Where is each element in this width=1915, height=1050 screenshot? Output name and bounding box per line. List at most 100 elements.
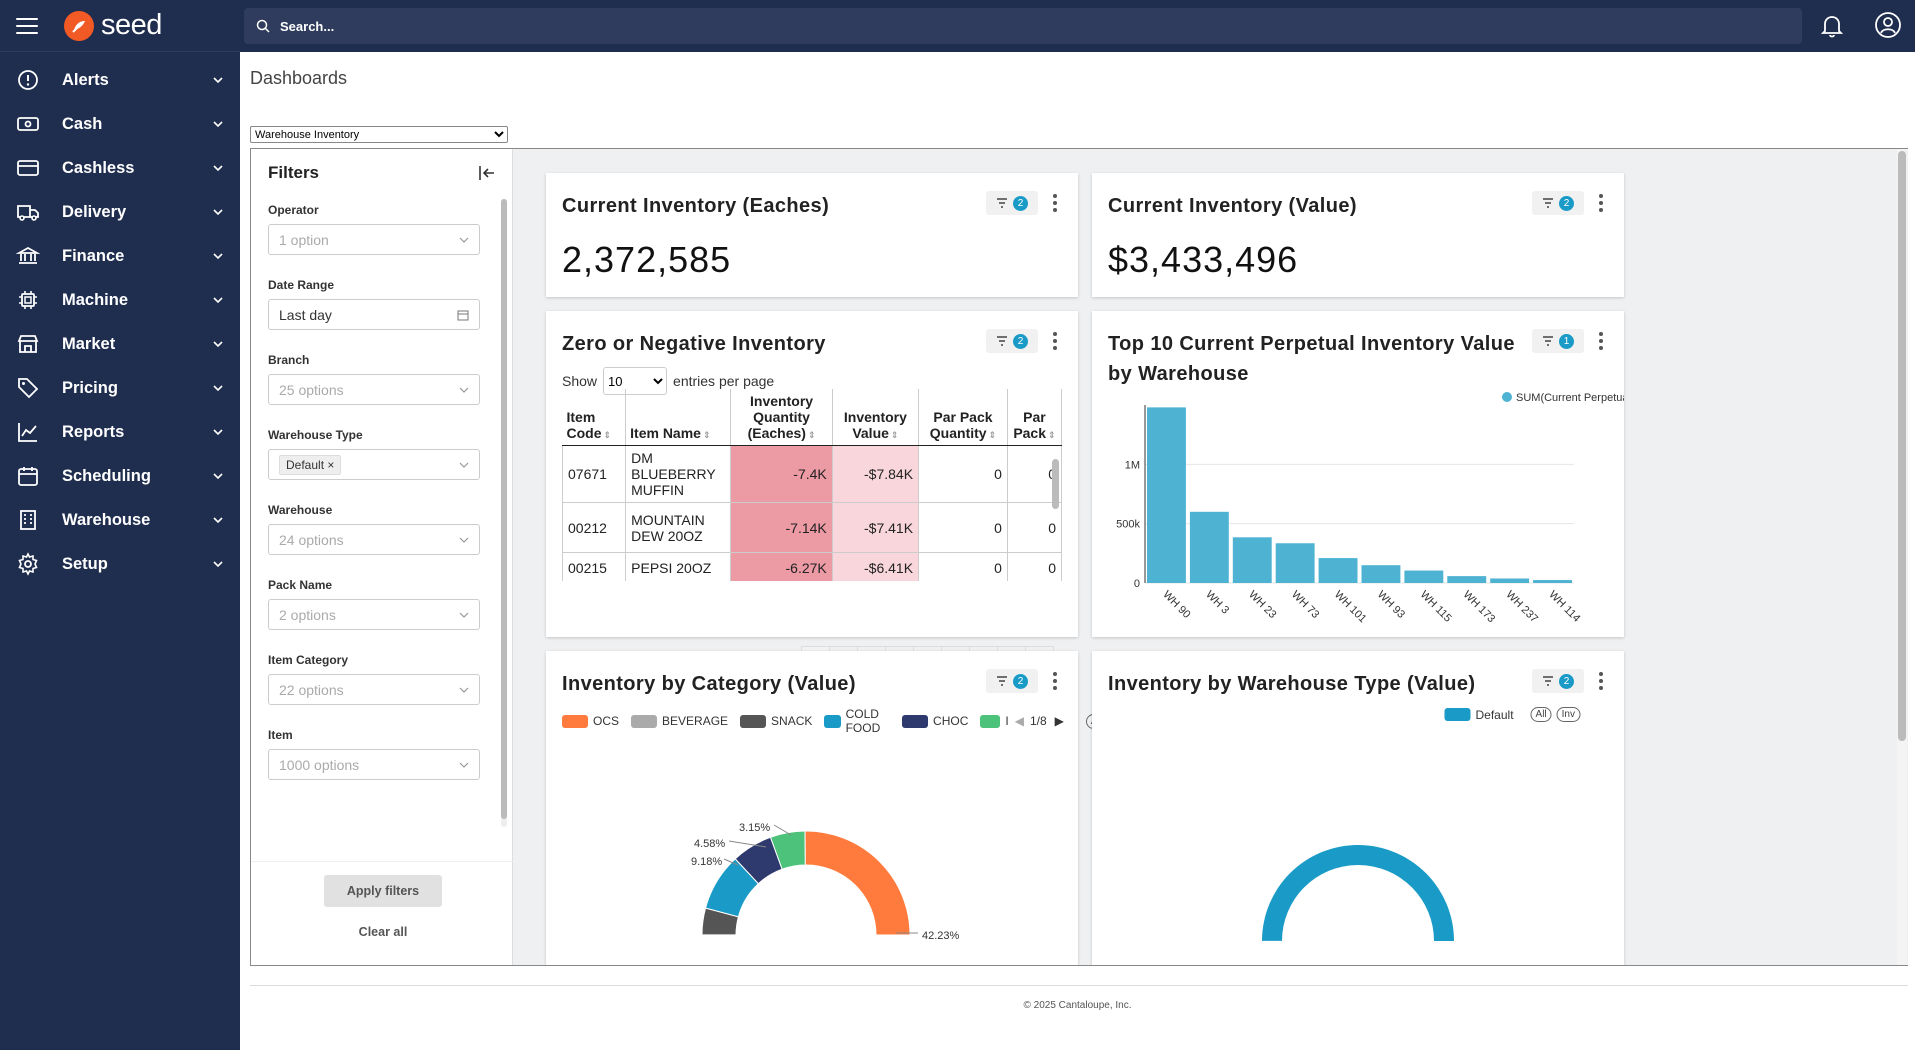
card-filter-button[interactable]: 1 <box>1532 329 1584 353</box>
collapse-panel-icon[interactable] <box>478 165 496 181</box>
clear-all-button[interactable]: Clear all <box>358 925 408 939</box>
warehouse-type-select[interactable]: Default × <box>268 449 480 480</box>
sidebar-item-finance[interactable]: Finance <box>0 234 240 278</box>
legend-item[interactable]: Default <box>1444 708 1514 722</box>
column-header[interactable]: Par Pack ⇕ <box>1007 389 1062 446</box>
donut-slice[interactable] <box>804 830 911 936</box>
search-box[interactable] <box>244 8 1802 44</box>
sidebar-item-alerts[interactable]: Alerts <box>0 58 240 102</box>
sidebar-item-machine[interactable]: Machine <box>0 278 240 322</box>
more-options-icon[interactable] <box>1594 331 1608 351</box>
more-options-icon[interactable] <box>1594 193 1608 213</box>
chevron-down-icon[interactable] <box>212 514 224 526</box>
legend-item[interactable]: I <box>980 714 1009 728</box>
card-filter-button[interactable]: 2 <box>986 191 1038 215</box>
sidebar-item-pricing[interactable]: Pricing <box>0 366 240 410</box>
card-filter-button[interactable]: 2 <box>986 329 1038 353</box>
label-leader-line <box>773 824 792 836</box>
bar[interactable] <box>1318 558 1358 583</box>
legend-all-button[interactable]: All <box>1530 707 1552 722</box>
seed-logo[interactable]: seed <box>64 9 162 42</box>
donut-slice[interactable] <box>734 836 783 885</box>
bar-chart: SUM(Current Perpetua... 0 500k 1M WH 90 WH 3 W… <box>1116 392 1624 626</box>
legend-invert-button[interactable]: Inv <box>1556 707 1580 722</box>
more-options-icon[interactable] <box>1048 193 1062 213</box>
chevron-down-icon[interactable] <box>212 206 224 218</box>
bar[interactable] <box>1147 407 1186 583</box>
apply-filters-button[interactable]: Apply filters <box>324 875 442 907</box>
dashboard-select[interactable]: Warehouse Inventory <box>250 126 508 143</box>
legend-item[interactable]: OCS <box>562 714 619 728</box>
more-options-icon[interactable] <box>1048 671 1062 691</box>
column-header[interactable]: Item Name ⇕ <box>625 389 732 446</box>
sidebar-item-cashless[interactable]: Cashless <box>0 146 240 190</box>
donut-slice[interactable] <box>1262 844 1454 941</box>
warehouse-select[interactable]: 24 options <box>268 524 480 555</box>
user-account-icon[interactable] <box>1874 11 1902 39</box>
chevron-down-icon[interactable] <box>212 338 224 350</box>
legend-item[interactable]: CHOC <box>902 714 968 728</box>
sidebar-item-reports[interactable]: Reports <box>0 410 240 454</box>
legend-next-icon[interactable]: ▶ <box>1054 714 1064 728</box>
chevron-down-icon[interactable] <box>212 294 224 306</box>
chevron-down-icon[interactable] <box>212 74 224 86</box>
chevron-down-icon[interactable] <box>212 250 224 262</box>
item-category-select[interactable]: 22 options <box>268 674 480 705</box>
legend-item[interactable]: SNACK <box>740 714 812 728</box>
notification-bell-icon[interactable] <box>1818 12 1846 40</box>
bar[interactable] <box>1189 511 1229 583</box>
hamburger-menu-icon[interactable] <box>16 17 38 34</box>
sidebar-item-market[interactable]: Market <box>0 322 240 366</box>
pack-name-select[interactable]: 2 options <box>268 599 480 630</box>
column-header[interactable]: Item Code ⇕ <box>562 389 627 446</box>
column-header-label: Inventory Value <box>843 409 907 441</box>
table-scrollbar[interactable] <box>1052 459 1059 509</box>
sidebar-item-warehouse[interactable]: Warehouse <box>0 498 240 542</box>
legend-prev-icon[interactable]: ◀ <box>1014 714 1024 728</box>
legend-label: I <box>1005 714 1009 728</box>
sidebar-item-delivery[interactable]: Delivery <box>0 190 240 234</box>
date-range-select[interactable]: Last day <box>268 299 480 330</box>
bar[interactable] <box>1275 543 1315 583</box>
chevron-down-icon[interactable] <box>212 118 224 130</box>
bar[interactable] <box>1361 565 1401 583</box>
legend-swatch <box>562 714 588 728</box>
bar[interactable] <box>1447 576 1487 583</box>
column-header[interactable]: Inventory Quantity (Eaches) ⇕ <box>730 389 833 446</box>
card-filter-button[interactable]: 2 <box>986 669 1038 693</box>
column-header[interactable]: Inventory Value ⇕ <box>832 389 920 446</box>
filters-scrollbar[interactable] <box>501 199 507 827</box>
operator-select[interactable]: 1 option <box>268 224 480 255</box>
legend-item[interactable]: BEVERAGE <box>631 714 728 728</box>
column-header[interactable]: Par Pack Quantity ⇕ <box>918 389 1008 446</box>
chevron-down-icon[interactable] <box>212 558 224 570</box>
legend-item[interactable]: COLD FOOD <box>824 707 890 735</box>
more-options-icon[interactable] <box>1048 331 1062 351</box>
sidebar-item-label: Machine <box>62 290 129 309</box>
sidebar-item-cash[interactable]: Cash <box>0 102 240 146</box>
card-filter-button[interactable]: 2 <box>1532 669 1584 693</box>
bar[interactable] <box>1404 570 1444 583</box>
filter-operator: Operator 1 option <box>251 203 512 255</box>
bar[interactable] <box>1490 578 1530 583</box>
item-select[interactable]: 1000 options <box>268 749 480 780</box>
chevron-down-icon[interactable] <box>212 162 224 174</box>
search-input[interactable] <box>280 18 1680 34</box>
x-tick-label: WH 101 <box>1332 589 1369 626</box>
chevron-down-icon[interactable] <box>212 470 224 482</box>
bar[interactable] <box>1533 580 1572 583</box>
branch-select[interactable]: 25 options <box>268 374 480 405</box>
filter-tag[interactable]: Default × <box>279 454 342 475</box>
sidebar-item-scheduling[interactable]: Scheduling <box>0 454 240 498</box>
donut-slice[interactable] <box>701 907 739 936</box>
dashboard-scrollbar[interactable] <box>1897 149 1907 965</box>
filter-value: 24 options <box>279 531 344 548</box>
donut-slice[interactable] <box>704 858 760 918</box>
more-options-icon[interactable] <box>1594 671 1608 691</box>
filter-icon <box>1543 676 1553 686</box>
bar[interactable] <box>1232 537 1272 583</box>
chevron-down-icon[interactable] <box>212 382 224 394</box>
card-filter-button[interactable]: 2 <box>1532 191 1584 215</box>
chevron-down-icon[interactable] <box>212 426 224 438</box>
sidebar-item-setup[interactable]: Setup <box>0 542 240 586</box>
